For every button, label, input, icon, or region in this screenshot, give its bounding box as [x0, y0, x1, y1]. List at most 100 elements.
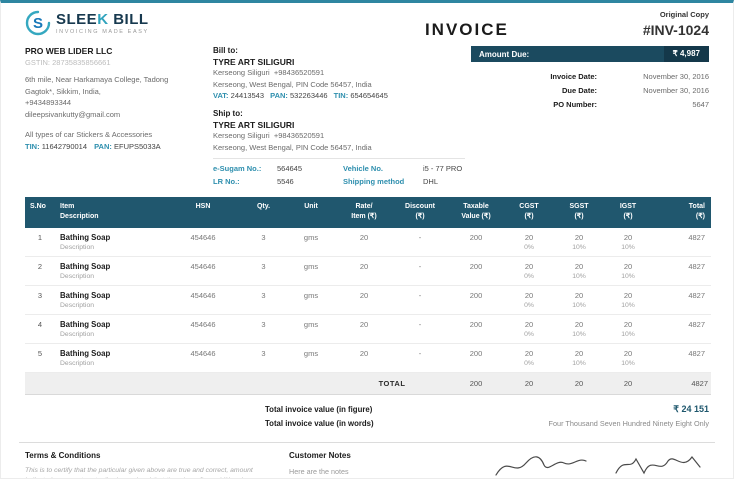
cell-item: Bathing Soap Description	[55, 285, 165, 315]
cell-igst: 20 10%	[604, 227, 652, 257]
bill-to-tax-ids: VAT: 24413543 PAN: 532263446 TIN: 654654…	[213, 90, 465, 102]
invoice-date-row: Invoice Date: November 30, 2016	[471, 72, 709, 81]
shipping-method-label: Shipping method	[343, 177, 405, 187]
bill-vat-value: 24413543	[230, 91, 265, 101]
cell-sgst: 20 10%	[554, 343, 604, 373]
customer-notes-text: Here are the notes	[289, 466, 349, 476]
cell-cgst: 20 0%	[504, 343, 554, 373]
bill-ship-block: Bill to: TYRE ART SILIGURI Kerseong Sili…	[213, 46, 465, 186]
total-label: TOTAL	[336, 372, 448, 395]
total-igst: 20	[604, 372, 652, 395]
col-header-igst: IGST (₹)	[604, 197, 652, 228]
logo-wordmark: SLEEK BILL	[56, 12, 149, 27]
logo-tagline: INVOICING MADE EASY	[56, 28, 149, 35]
cell-sno: 5	[25, 343, 55, 373]
seller-address-line2: Gagtok*, Sikkim, India,	[25, 86, 101, 96]
esugam-value: 564645	[277, 164, 303, 174]
cell-qty: 3	[241, 256, 286, 286]
bill-pan-value: 532263446	[290, 91, 328, 101]
cell-unit: gms	[286, 285, 336, 315]
due-date-row: Due Date: November 30, 2016	[471, 86, 709, 95]
esugam-label: e-Sugam No.:	[213, 164, 262, 174]
cell-rate: 20	[336, 314, 392, 344]
bill-to-block: Bill to: TYRE ART SILIGURI Kerseong Sili…	[213, 46, 465, 102]
bill-vat-label: VAT:	[213, 91, 229, 101]
invoice-date-label: Invoice Date:	[550, 72, 597, 81]
terms-text: This is to certify that the particular g…	[25, 466, 253, 478]
logo: S SLEEK BILL INVOICING MADE EASY	[25, 10, 221, 36]
customer-notes-block: Customer Notes Here are the notes	[289, 451, 465, 478]
ship-to-phone: +98436520591	[273, 130, 325, 140]
item-description: Description	[60, 359, 94, 367]
cell-taxable-value: 200	[448, 227, 504, 257]
cell-unit: gms	[286, 314, 336, 344]
cell-qty: 3	[241, 343, 286, 373]
page-footer: Terms & Conditions This is to certify th…	[1, 443, 733, 478]
item-name: Bathing Soap	[60, 290, 111, 300]
value-in-figure: ₹ 24 151	[673, 403, 709, 414]
cell-total: 4827	[652, 343, 711, 373]
gstin-label: GSTIN:	[25, 58, 51, 67]
table-row: 2 Bathing Soap Description 454646 3 gms …	[25, 256, 711, 286]
cell-discount: -	[392, 343, 448, 373]
item-name: Bathing Soap	[60, 319, 111, 329]
header-right: Original Copy INVOICE #INV-1024	[221, 10, 709, 40]
info-section: PRO WEB LIDER LLC GSTIN: 28735835856661 …	[1, 40, 733, 186]
terms-title: Terms & Conditions	[25, 450, 101, 460]
invoice-number: #INV-1024	[642, 22, 709, 38]
item-description: Description	[60, 243, 94, 251]
po-number-value: 5647	[692, 100, 709, 109]
table-row: 4 Bathing Soap Description 454646 3 gms …	[25, 314, 711, 344]
vehicle-no-value: i5 - 77 PRO	[423, 164, 463, 174]
ship-to-name: TYRE ART SILIGURI	[213, 119, 295, 130]
cell-sgst: 20 10%	[554, 314, 604, 344]
cell-discount: -	[392, 285, 448, 315]
gstin-value: 28735835856661	[52, 58, 111, 67]
logo-word-tail: BILL	[108, 10, 149, 28]
cell-discount: -	[392, 256, 448, 286]
summary-block: Amount Due: ₹ 4,987 Invoice Date: Novemb…	[465, 46, 709, 186]
cell-total: 4827	[652, 285, 711, 315]
item-description: Description	[60, 272, 94, 280]
ship-to-contact-name: Kerseong Siliguri	[213, 130, 270, 140]
cell-cgst: 20 0%	[504, 285, 554, 315]
bill-to-phone: +98436520591	[273, 68, 325, 77]
copy-type-label: Original Copy	[659, 10, 709, 19]
cell-taxable-value: 200	[448, 343, 504, 373]
amount-due-value: ₹ 4,987	[663, 46, 709, 62]
col-header-unit: Unit	[286, 197, 336, 228]
seller-tin-value: 11642790014	[41, 141, 88, 151]
cell-unit: gms	[286, 256, 336, 286]
lr-no-value: 5546	[277, 177, 294, 187]
due-date-label: Due Date:	[561, 86, 597, 95]
page-header: S SLEEK BILL INVOICING MADE EASY Origina…	[1, 3, 733, 40]
amount-due-label: Amount Due:	[479, 49, 530, 59]
terms-block: Terms & Conditions This is to certify th…	[25, 450, 261, 478]
ship-to-label: Ship to:	[213, 108, 243, 118]
invoice-items-table: S.No Item Description HSN Qty. Unit Rate/…	[25, 197, 711, 395]
cell-igst: 20 10%	[604, 285, 652, 315]
bill-to-address: Kerseong, West Bengal, PIN Code 56457, I…	[213, 79, 372, 89]
provider-signature-icon	[495, 455, 587, 476]
value-in-words-row: Total invoice value (in words) Four Thou…	[265, 419, 709, 428]
col-header-taxable: Taxable Value (₹)	[448, 197, 504, 228]
value-in-figure-row: Total invoice value (in figure) ₹ 24 151	[265, 404, 709, 415]
seller-block: PRO WEB LIDER LLC GSTIN: 28735835856661 …	[25, 46, 213, 186]
bill-tin-label: TIN:	[333, 91, 349, 101]
amount-due-bar: Amount Due: ₹ 4,987	[471, 46, 709, 62]
cell-sno: 3	[25, 285, 55, 315]
table-footer: TOTAL 200 20 20 20 4827	[25, 372, 711, 395]
seller-pan-value: EFUPS5033A	[113, 141, 161, 151]
cell-qty: 3	[241, 285, 286, 315]
cell-igst: 20 10%	[604, 256, 652, 286]
total-cgst: 20	[504, 372, 554, 395]
footer-divider	[19, 441, 715, 443]
bill-to-contact: Kerseong Siliguri +98436520591	[213, 67, 465, 79]
table-row: 3 Bathing Soap Description 454646 3 gms …	[25, 285, 711, 315]
cell-item: Bathing Soap Description	[55, 227, 165, 257]
cell-unit: gms	[286, 343, 336, 373]
table-row: 5 Bathing Soap Description 454646 3 gms …	[25, 343, 711, 373]
po-number-label: PO Number:	[553, 100, 597, 109]
invoice-title: INVOICE	[424, 20, 509, 39]
